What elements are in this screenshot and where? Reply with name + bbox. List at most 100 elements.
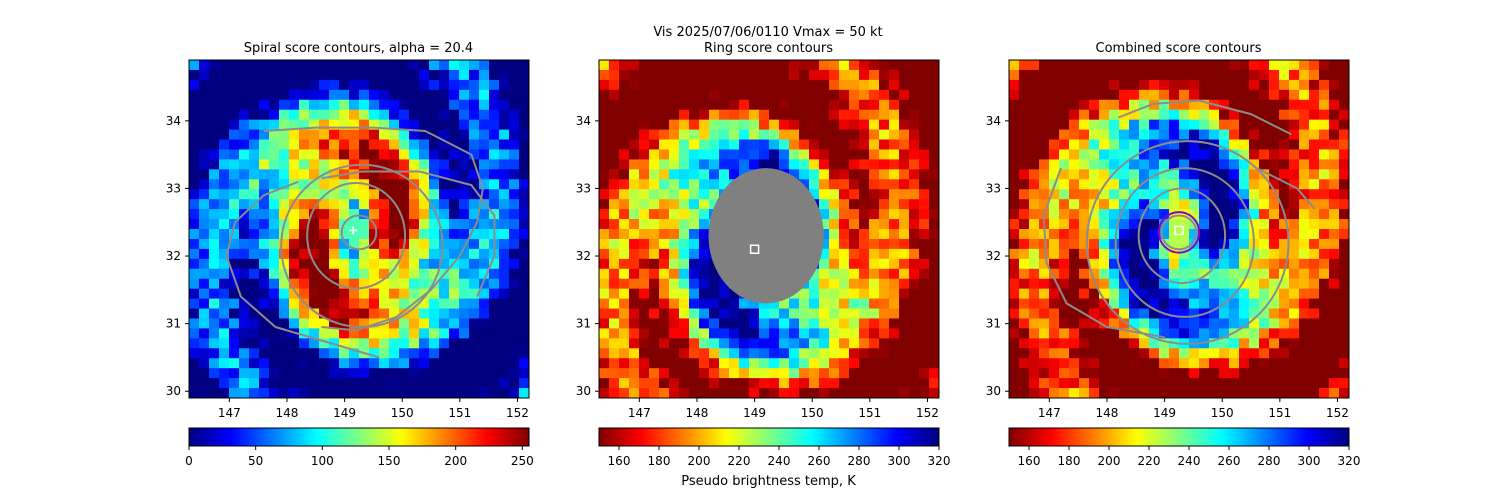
heatmap-cell xyxy=(1219,189,1230,200)
heatmap-cell xyxy=(829,109,840,121)
heatmap-cell xyxy=(1149,318,1160,330)
heatmap-cell xyxy=(669,248,680,260)
heatmap-cell xyxy=(609,268,620,280)
heatmap-cell xyxy=(1269,209,1280,220)
heatmap-cell xyxy=(429,199,440,210)
heatmap-cell xyxy=(869,338,880,349)
heatmap-cell xyxy=(659,60,670,71)
heatmap-cell xyxy=(1039,159,1050,170)
heatmap-cell xyxy=(389,268,400,280)
heatmap-cell xyxy=(889,169,900,180)
heatmap-cell xyxy=(1329,69,1340,81)
heatmap-cell xyxy=(319,209,330,220)
heatmap-cell xyxy=(1289,129,1300,141)
heatmap-cell xyxy=(699,199,710,210)
heatmap-cell xyxy=(899,328,910,339)
heatmap-cell xyxy=(1199,119,1210,131)
heatmap-cell xyxy=(649,159,660,170)
heatmap-cell xyxy=(859,338,870,349)
heatmap-cell xyxy=(1319,318,1330,330)
heatmap-cell xyxy=(899,139,910,151)
heatmap-cell xyxy=(1239,229,1250,240)
heatmap-cell xyxy=(909,358,920,369)
heatmap-cell xyxy=(829,278,840,290)
heatmap-cell xyxy=(709,149,720,161)
heatmap-cell xyxy=(1319,268,1330,280)
heatmap-cell xyxy=(1199,129,1210,141)
heatmap-cell xyxy=(929,189,939,200)
heatmap-cell xyxy=(1109,388,1120,398)
heatmap-cell xyxy=(1259,139,1270,151)
heatmap-cell xyxy=(1139,338,1150,349)
heatmap-cell xyxy=(1129,298,1140,310)
heatmap-cell xyxy=(1079,119,1090,131)
heatmap-cell xyxy=(1059,199,1070,210)
heatmap-cell xyxy=(1049,288,1060,300)
heatmap-cell xyxy=(779,378,790,389)
heatmap-cell xyxy=(1099,298,1110,310)
heatmap-cell xyxy=(649,219,660,230)
heatmap-cell xyxy=(739,308,750,320)
heatmap-cell xyxy=(1049,99,1060,111)
heatmap-cell xyxy=(249,219,260,230)
heatmap-cell xyxy=(509,89,520,101)
heatmap-cell xyxy=(1279,278,1290,290)
heatmap-cell xyxy=(1069,378,1080,389)
heatmap-cell xyxy=(339,358,350,369)
heatmap-cell xyxy=(1169,358,1180,369)
heatmap-cell xyxy=(1329,60,1340,71)
heatmap-cell xyxy=(1339,278,1349,290)
heatmap-cell xyxy=(389,278,400,290)
heatmap-cell xyxy=(1309,149,1320,161)
heatmap-cell xyxy=(239,258,250,270)
heatmap-cell xyxy=(1049,219,1060,230)
heatmap-cell xyxy=(1099,388,1110,398)
heatmap-cell xyxy=(719,60,730,71)
heatmap-cell xyxy=(679,60,690,71)
heatmap-cell xyxy=(699,189,710,200)
heatmap-cell xyxy=(639,318,650,330)
heatmap-cell xyxy=(1339,348,1349,359)
heatmap-cell xyxy=(399,79,410,91)
heatmap-cell xyxy=(699,348,710,359)
heatmap-cell xyxy=(1149,288,1160,300)
heatmap-cell xyxy=(1139,348,1150,359)
heatmap-cell xyxy=(1119,149,1130,161)
heatmap-cell xyxy=(1029,69,1040,81)
heatmap-cell xyxy=(259,99,270,111)
heatmap-cell xyxy=(849,368,860,379)
heatmap-cell xyxy=(489,189,500,200)
heatmap-cell xyxy=(449,318,460,330)
heatmap-cell xyxy=(309,268,320,280)
heatmap-cell xyxy=(839,219,850,230)
heatmap-cell xyxy=(1099,368,1110,379)
heatmap-cell xyxy=(469,298,480,310)
heatmap-cell xyxy=(249,388,260,398)
heatmap-cell xyxy=(1299,388,1310,398)
heatmap-cell xyxy=(849,159,860,170)
heatmap-cell xyxy=(1279,238,1290,250)
heatmap-cell xyxy=(879,378,890,389)
heatmap-cell xyxy=(1259,219,1270,230)
heatmap-cell xyxy=(659,149,670,161)
heatmap-cell xyxy=(1319,219,1330,230)
heatmap-cell xyxy=(469,258,480,270)
heatmap-cell xyxy=(329,248,340,260)
heatmap-cell xyxy=(1319,338,1330,349)
heatmap-cell xyxy=(489,348,500,359)
heatmap-cell xyxy=(189,179,200,190)
heatmap-cell xyxy=(879,318,890,330)
heatmap-cell xyxy=(619,69,630,81)
heatmap-cell xyxy=(449,229,460,240)
heatmap-cell xyxy=(709,328,720,339)
heatmap-cell xyxy=(479,288,490,300)
heatmap-cell xyxy=(919,368,930,379)
heatmap-cell xyxy=(859,209,870,220)
heatmap-cell xyxy=(669,129,680,141)
heatmap-cell xyxy=(379,298,390,310)
heatmap-cell xyxy=(1039,149,1050,161)
heatmap-cell xyxy=(789,89,800,101)
heatmap-cell xyxy=(1269,348,1280,359)
heatmap-cell xyxy=(1029,378,1040,389)
